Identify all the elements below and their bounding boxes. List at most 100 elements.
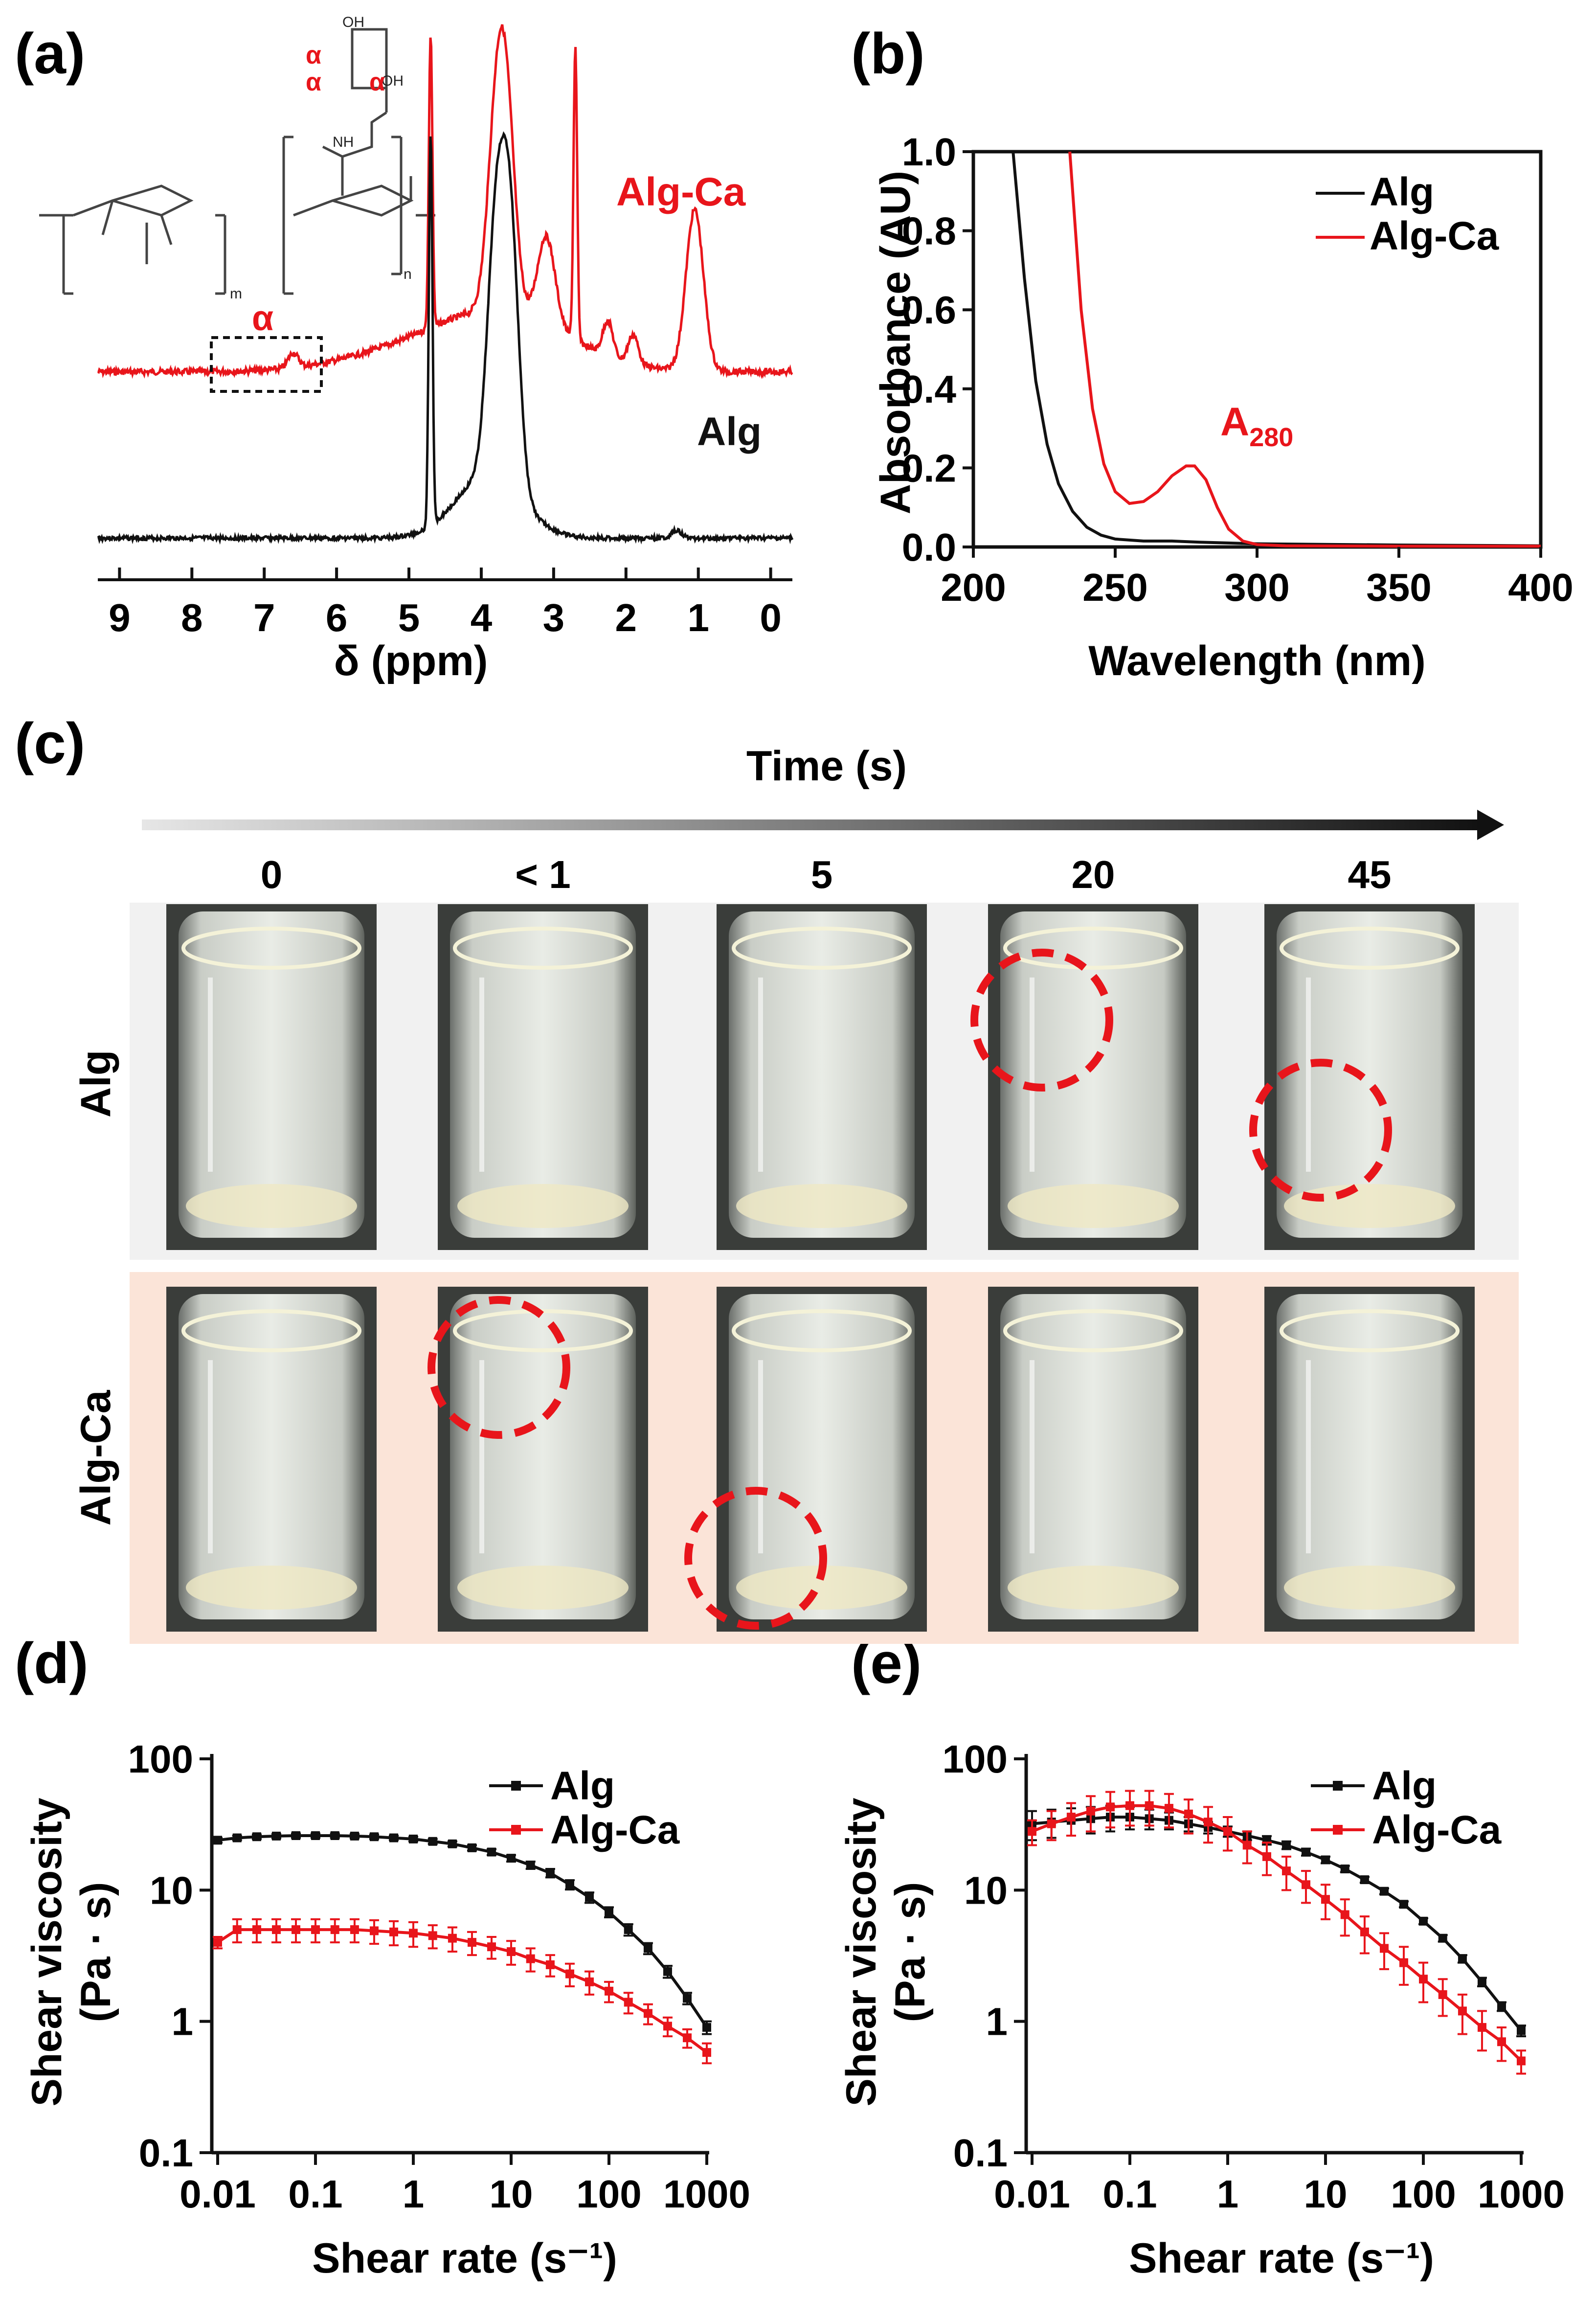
uv-line-alg-ca	[1068, 151, 1541, 548]
row-label-alg: Alg	[72, 1050, 119, 1118]
highlight-circle-alg-20s	[970, 949, 1113, 1092]
y-tick-label-d-1: 1	[172, 2000, 194, 2044]
x-tick-label-b-2: 300	[1224, 566, 1289, 609]
data-point-d-alg-ca-11	[428, 1931, 437, 1940]
data-point-e-alg-ca-9	[1204, 1818, 1213, 1827]
data-point-d-alg-ca-21	[624, 1998, 633, 2007]
data-point-e-alg-ca-4	[1106, 1802, 1115, 1812]
time-label-3: 20	[1072, 853, 1115, 896]
structure-label-oh-2: OH	[382, 73, 404, 89]
series-label-alg-ca: Alg-Ca	[616, 170, 746, 214]
data-point-d-alg-ca-5	[311, 1925, 320, 1934]
x-tick-label-a-2: 7	[253, 596, 275, 639]
data-point-e-alg-ca-7	[1164, 1804, 1173, 1813]
data-point-d-alg-13	[467, 1843, 476, 1852]
photo-panel-c: Time (s) 0 < 1 5 20 45 Alg Alg-Ca	[72, 743, 1519, 1644]
data-point-d-alg-25	[702, 2023, 711, 2032]
y-tick-label-b-3: 0.6	[902, 288, 956, 332]
x-tick-label-a-8: 1	[687, 596, 709, 639]
time-label-0: 0	[261, 853, 283, 896]
data-point-e-alg-ca-10	[1223, 1827, 1232, 1836]
data-point-d-alg-ca-16	[526, 1954, 535, 1963]
data-point-d-alg-ca-3	[271, 1925, 281, 1934]
data-point-e-alg-20	[1419, 1916, 1428, 1926]
structure-label-n: n	[404, 266, 412, 282]
data-point-e-alg-ca-21	[1438, 1990, 1447, 1999]
data-point-d-alg-7	[350, 1831, 359, 1841]
data-point-d-alg-21	[624, 1925, 633, 1934]
y-tick-label-b-5: 1.0	[902, 130, 956, 174]
data-point-e-alg-ca-25	[1517, 2056, 1526, 2066]
legend-label-alg-b: Alg	[1370, 170, 1434, 214]
data-point-e-alg-ca-2	[1066, 1813, 1076, 1822]
data-point-e-alg-ca-13	[1281, 1866, 1291, 1876]
y-tick-label-e-2: 10	[964, 1868, 1008, 1912]
data-point-e-alg-ca-16	[1340, 1910, 1349, 1919]
x-tick-label-e-5: 1000	[1478, 2172, 1565, 2216]
time-label-1: < 1	[515, 853, 570, 896]
chemical-structure-icon	[39, 28, 435, 295]
x-axis-label-b: Wavelength (nm)	[1088, 637, 1426, 684]
data-point-d-alg-ca-4	[292, 1925, 301, 1934]
data-point-d-alg-ca-17	[545, 1960, 555, 1969]
data-point-e-alg-ca-14	[1302, 1880, 1311, 1889]
x-tick-label-a-6: 3	[543, 596, 565, 639]
data-point-e-alg-ca-24	[1497, 2037, 1506, 2047]
data-point-d-alg-16	[526, 1861, 535, 1870]
data-point-d-alg-12	[448, 1839, 457, 1848]
vial-photo-alg-1	[438, 904, 648, 1250]
x-tick-label-a-9: 0	[760, 596, 782, 639]
alpha-label-2: α	[306, 68, 321, 96]
y-axis-label-e-line-1: Shear viscosity	[838, 1797, 885, 2106]
data-point-e-alg-21	[1438, 1933, 1447, 1943]
alpha-region-label: α	[252, 299, 273, 338]
y-tick-label-d-0: 0.1	[139, 2131, 193, 2175]
data-point-e-alg-ca-6	[1145, 1801, 1154, 1810]
data-point-d-alg-23	[663, 1967, 672, 1976]
alpha-label-1: α	[306, 41, 321, 69]
x-tick-label-e-4: 100	[1391, 2172, 1456, 2216]
legend-marker-alg-ca-e	[1333, 1825, 1343, 1835]
legend-marker-alg-e	[1333, 1781, 1343, 1791]
data-point-d-alg-ca-23	[663, 2022, 672, 2031]
data-point-e-alg-ca-18	[1379, 1944, 1389, 1953]
legend-label-alg-ca-d: Alg-Ca	[550, 1808, 680, 1852]
x-tick-label-d-1: 0.1	[288, 2172, 342, 2216]
legend-label-alg-d: Alg	[550, 1764, 615, 1808]
data-point-d-alg-18	[565, 1880, 574, 1889]
data-point-e-alg-ca-11	[1242, 1841, 1252, 1850]
x-tick-label-e-0: 0.01	[994, 2172, 1070, 2216]
time-arrow-head-icon	[1477, 810, 1504, 840]
vial-photo-alg-ca-4	[1264, 1287, 1475, 1632]
x-tick-label-a-1: 8	[181, 596, 203, 639]
vial-photo-alg-ca-1	[438, 1287, 648, 1632]
x-tick-label-d-2: 1	[403, 2172, 425, 2216]
x-tick-label-e-3: 10	[1304, 2172, 1348, 2216]
y-axis-label-d-line-2: (Pa · s)	[72, 1882, 119, 2023]
x-axis-label-d: Shear rate (s⁻¹)	[312, 2235, 617, 2282]
data-point-d-alg-ca-7	[350, 1925, 359, 1934]
y-axis-label-b: Absorbance (AU)	[872, 171, 919, 514]
data-point-e-alg-15	[1321, 1855, 1330, 1865]
vial-photo-alg-0	[166, 904, 377, 1250]
data-point-d-alg-ca-2	[252, 1925, 261, 1934]
x-tick-label-a-3: 6	[326, 596, 348, 639]
highlight-circle-alg-ca-1s	[427, 1296, 570, 1439]
data-point-e-alg-ca-3	[1086, 1806, 1095, 1816]
x-axis-label-a: δ (ppm)	[334, 637, 488, 684]
data-point-d-alg-ca-18	[565, 1969, 574, 1979]
vial-photo-alg-2	[717, 904, 927, 1250]
panel-label-d: (d)	[15, 1631, 89, 1696]
y-axis-label-e-line-2: (Pa · s)	[887, 1882, 934, 2023]
legend-marker-alg-d	[511, 1781, 521, 1791]
data-point-e-alg-ca-23	[1477, 2023, 1486, 2032]
x-tick-label-b-4: 400	[1508, 566, 1573, 609]
data-point-e-alg-14	[1302, 1847, 1311, 1857]
vial-photo-alg-3	[988, 904, 1198, 1250]
data-point-d-alg-ca-1	[232, 1925, 242, 1934]
data-point-d-alg-2	[252, 1832, 261, 1842]
data-point-d-alg-5	[311, 1831, 320, 1840]
data-point-e-alg-ca-12	[1262, 1852, 1271, 1861]
highlight-circle-alg-45s	[1249, 1059, 1392, 1202]
data-point-d-alg-14	[487, 1847, 496, 1857]
